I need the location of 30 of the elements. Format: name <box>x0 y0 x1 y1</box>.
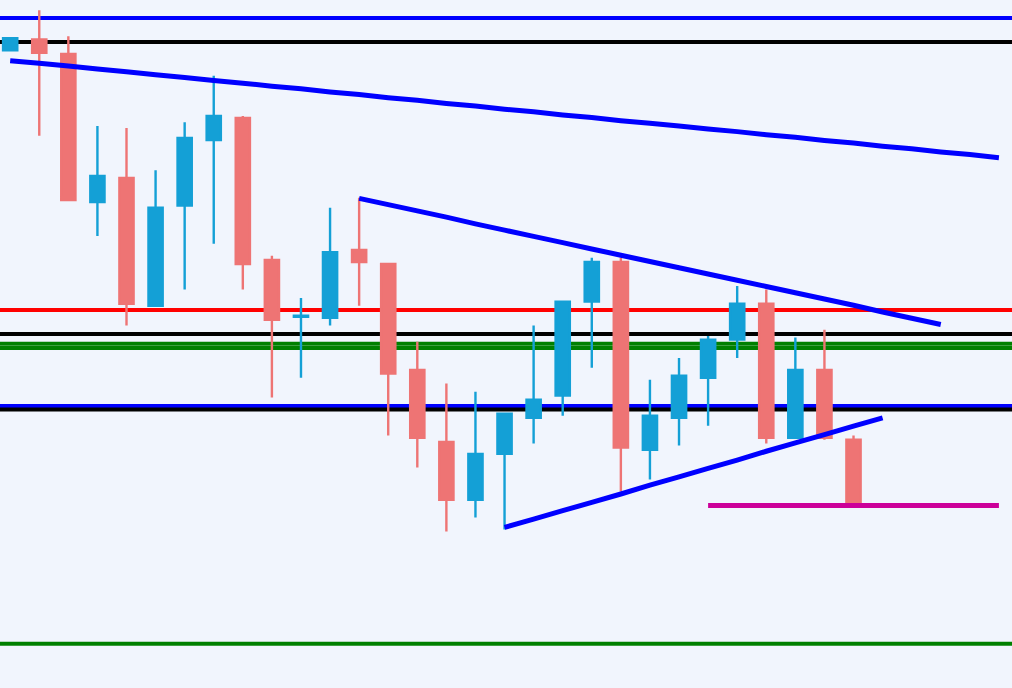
candlestick <box>1 37 19 52</box>
candlestick <box>408 340 426 469</box>
candlestick <box>670 356 688 447</box>
candlestick <box>438 382 455 533</box>
candlestick <box>525 324 542 445</box>
candlestick <box>89 124 106 238</box>
candlestick <box>147 169 164 307</box>
candlestick <box>321 206 339 327</box>
candlestick <box>728 284 746 360</box>
candlestick <box>234 114 252 291</box>
candlestick <box>699 334 717 427</box>
candlestick <box>292 296 310 379</box>
candlestick <box>554 300 572 417</box>
candlestick <box>60 35 77 202</box>
candlestick <box>787 336 804 439</box>
candlestick <box>583 256 601 370</box>
candlestick <box>757 288 775 445</box>
candlestick <box>118 126 135 327</box>
candlestick <box>176 121 193 291</box>
candlestick <box>845 434 862 505</box>
candlestick <box>641 378 659 481</box>
candlestick <box>496 412 513 531</box>
candlestick <box>263 254 281 399</box>
candlestick <box>379 262 397 437</box>
candlestick <box>816 328 833 441</box>
candlestick <box>30 8 48 137</box>
candlestick <box>612 256 630 493</box>
candlestick <box>467 390 484 519</box>
candlestick <box>350 196 368 307</box>
candlestick <box>205 74 223 245</box>
